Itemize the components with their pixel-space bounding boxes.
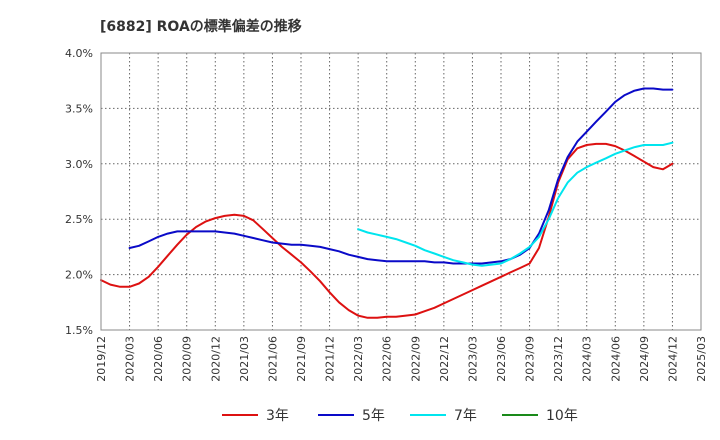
x-tick-label: 2024/12: [666, 336, 679, 382]
y-tick-labels: 1.5% 2.0% 2.5% 3.0% 3.5% 4.0%: [65, 47, 93, 337]
y-tick-label: 3.5%: [65, 102, 93, 115]
series-line-1: [128, 87, 674, 265]
series-line-0: [100, 142, 674, 319]
grid-lines: [101, 53, 701, 330]
x-tick-label: 2025/03: [695, 336, 708, 382]
x-tick-label: 2022/03: [352, 336, 365, 382]
x-tick-label: 2024/09: [638, 336, 651, 382]
y-tick-label: 1.5%: [65, 324, 93, 337]
x-tick-label: 2020/06: [152, 336, 165, 382]
y-tick-label: 3.0%: [65, 158, 93, 171]
x-tick-label: 2024/03: [581, 336, 594, 382]
x-tick-label: 2021/09: [295, 336, 308, 382]
series-line-2: [357, 141, 674, 267]
x-tick-label: 2023/12: [552, 336, 565, 382]
x-tick-label: 2023/09: [524, 336, 537, 382]
legend-swatch-3y: [222, 414, 258, 416]
x-tick-label: 2021/12: [324, 336, 337, 382]
plot-frame: [100, 52, 702, 331]
legend-swatch-7y: [410, 414, 446, 416]
x-tick-label: 2020/12: [209, 336, 222, 382]
x-tick-label: 2020/09: [181, 336, 194, 382]
y-tick-label: 2.5%: [65, 213, 93, 226]
legend-label-10y: 10年: [546, 408, 578, 424]
legend-label-5y: 5年: [362, 408, 385, 424]
legend-label-7y: 7年: [454, 408, 477, 424]
y-tick-label: 4.0%: [65, 47, 93, 60]
legend-label-3y: 3年: [266, 408, 289, 424]
series-lines: [100, 87, 674, 319]
axes: [100, 52, 702, 331]
y-tick-label: 2.0%: [65, 269, 93, 282]
x-tick-label: 2019/12: [95, 336, 108, 382]
x-tick-label: 2022/09: [409, 336, 422, 382]
x-tick-label: 2022/12: [438, 336, 451, 382]
x-tick-label: 2020/03: [124, 336, 137, 382]
legend: 3年 5年 7年 10年: [0, 402, 720, 428]
legend-swatch-10y: [502, 414, 538, 416]
x-tick-labels: 2019/12 2020/03 2020/06 2020/09 2020/12 2021/…: [95, 336, 708, 382]
chart-title: [6882] ROAの標準偏差の推移: [100, 19, 302, 35]
x-tick-label: 2021/06: [266, 336, 279, 382]
x-tick-label: 2024/06: [609, 336, 622, 382]
x-tick-label: 2023/06: [495, 336, 508, 382]
x-tick-label: 2021/03: [238, 336, 251, 382]
x-tick-label: 2022/06: [381, 336, 394, 382]
x-tick-label: 2023/03: [466, 336, 479, 382]
legend-swatch-5y: [318, 414, 354, 416]
